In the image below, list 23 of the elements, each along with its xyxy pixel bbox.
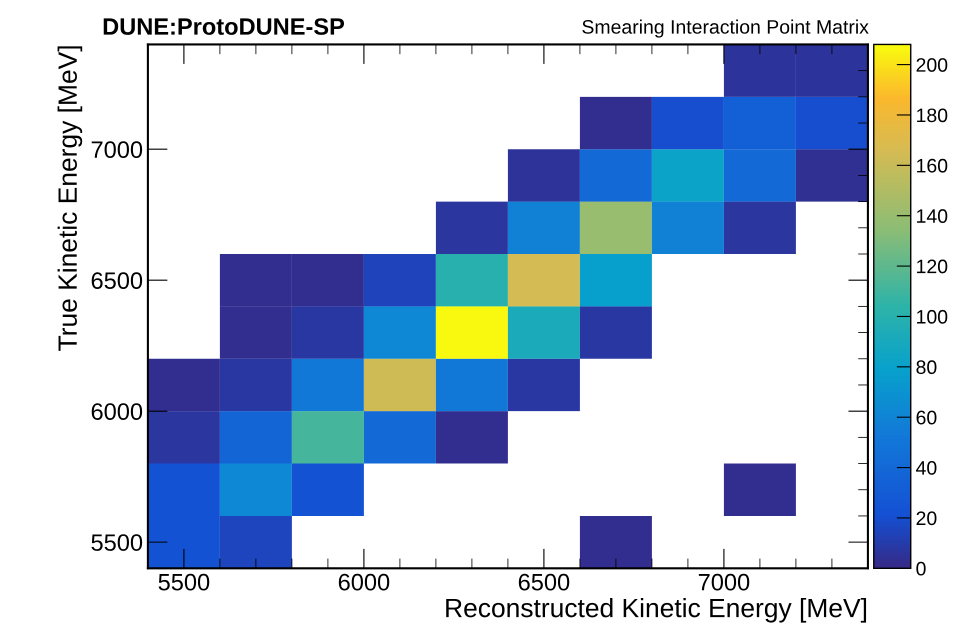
y-tick-label: 6500 <box>92 272 142 289</box>
color-bar-label: 80 <box>916 360 936 374</box>
color-bar-label: 0 <box>916 562 926 576</box>
color-bar-label: 40 <box>916 461 936 475</box>
color-bar-label: 200 <box>916 58 948 72</box>
y-tick-label: 6000 <box>92 403 142 420</box>
x-tick-label: 6000 <box>338 574 390 591</box>
color-bar-label: 60 <box>916 410 936 424</box>
color-bar-label: 160 <box>917 158 948 173</box>
chart-subtitle: Smearing Interaction Point Matrix <box>582 20 869 38</box>
color-bar-label: 20 <box>916 511 936 526</box>
y-axis-title: True Kinetic Energy [MeV] <box>58 46 82 351</box>
chart-title: DUNE:ProtoDUNE-SP <box>104 18 344 35</box>
x-tick-label: 7000 <box>698 574 750 591</box>
x-tick-label: 6500 <box>518 574 570 591</box>
color-bar-label: 180 <box>917 108 948 122</box>
y-tick-label: 5500 <box>91 534 142 551</box>
color-bar-label: 140 <box>917 209 948 223</box>
color-bar-label: 120 <box>917 260 948 274</box>
color-bar-label: 100 <box>917 310 948 324</box>
x-axis-title: Reconstructed Kinetic Energy [MeV] <box>446 598 866 623</box>
y-tick-label: 7000 <box>92 141 142 158</box>
x-tick-label: 5500 <box>158 574 210 591</box>
